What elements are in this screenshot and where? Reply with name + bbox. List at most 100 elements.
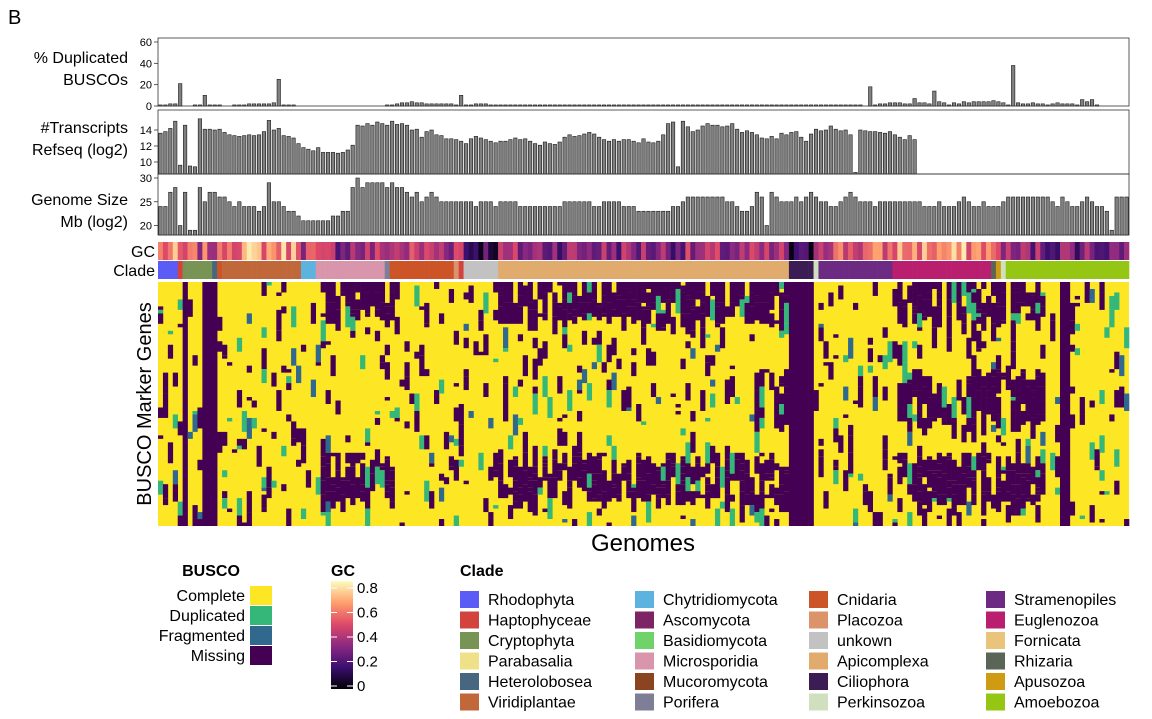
heatmap-run — [749, 477, 755, 492]
heatmap-run — [374, 292, 381, 310]
heatmap-run — [631, 487, 637, 492]
heatmap-run — [986, 372, 992, 391]
clade-swatch — [809, 611, 828, 629]
heatmap-run — [1005, 456, 1012, 471]
gc-cell — [340, 242, 346, 260]
bar — [188, 165, 193, 175]
gc-cell — [1050, 242, 1056, 260]
heatmap-run — [769, 477, 775, 481]
heatmap-run — [1000, 421, 1007, 436]
clade-cell — [660, 261, 666, 279]
heatmap-run — [438, 473, 445, 481]
clade-label: Ascomycota — [663, 613, 750, 630]
clade-legend: CladeRhodophytaHaptophyceaeCryptophytaPa… — [460, 563, 1116, 712]
heatmap-run — [330, 452, 336, 457]
heatmap-run — [286, 369, 292, 373]
heatmap-run — [355, 282, 361, 286]
colorbar-label: 0.4 — [357, 629, 378, 646]
gc-cell — [744, 242, 750, 260]
heatmap-run — [779, 404, 785, 415]
heatmap-run — [463, 369, 469, 377]
heatmap-run — [340, 480, 346, 495]
heatmap-run — [1030, 466, 1036, 485]
heatmap-run — [779, 330, 785, 338]
heatmap-run — [542, 466, 548, 478]
bar — [468, 201, 474, 236]
bar — [779, 132, 784, 175]
bar — [227, 134, 232, 175]
tick-label: 40 — [140, 58, 152, 70]
clade-cell — [710, 261, 716, 279]
heatmap-run — [320, 512, 326, 516]
bar — [528, 206, 533, 236]
heatmap-run — [764, 515, 770, 523]
clade-cell — [645, 261, 652, 279]
heatmap-run — [261, 282, 267, 296]
heatmap-run — [783, 285, 790, 296]
heatmap-run — [236, 445, 243, 450]
heatmap-run — [926, 292, 933, 300]
clade-cell — [739, 261, 745, 279]
heatmap-run — [705, 477, 711, 485]
heatmap-run — [946, 487, 952, 499]
heatmap-run — [621, 466, 627, 481]
heatmap-run — [498, 295, 504, 307]
bar — [399, 187, 405, 236]
heatmap-run — [897, 383, 903, 404]
heatmap-run — [527, 487, 533, 492]
heatmap-run — [917, 417, 923, 429]
heatmap-run — [1025, 480, 1031, 499]
bar — [749, 132, 754, 175]
heatmap-run — [685, 383, 691, 401]
bar — [922, 206, 927, 236]
bar — [759, 137, 764, 175]
heatmap-run — [616, 299, 622, 317]
heatmap-run — [537, 313, 543, 317]
bar — [1104, 210, 1109, 236]
heatmap-run — [848, 452, 854, 474]
heatmap-run — [355, 285, 361, 293]
clade-swatch — [986, 693, 1005, 711]
gc-cell — [917, 242, 923, 260]
heatmap-run — [744, 302, 750, 324]
heatmap-run — [286, 414, 292, 422]
heatmap-run — [453, 515, 459, 526]
bar — [395, 103, 400, 107]
heatmap-run — [596, 330, 602, 345]
heatmap-run — [1069, 344, 1076, 352]
bar — [301, 220, 306, 236]
heatmap-run — [714, 477, 721, 499]
bar — [567, 201, 572, 236]
heatmap-run — [251, 400, 257, 408]
clade-cell — [1045, 261, 1051, 279]
heatmap-run — [990, 282, 997, 296]
heatmap-run — [680, 484, 686, 506]
heatmap-run — [286, 376, 292, 384]
heatmap-run — [222, 431, 228, 446]
heatmap-run — [675, 282, 681, 289]
heatmap-run — [1030, 390, 1036, 398]
bar — [868, 131, 873, 175]
bar — [276, 201, 281, 236]
heatmap-run — [438, 383, 445, 394]
heatmap-run — [902, 400, 908, 422]
heatmap-run — [921, 386, 928, 404]
heatmap-run — [601, 362, 607, 373]
heatmap-run — [779, 309, 785, 331]
heatmap-run — [1020, 282, 1026, 303]
track-label: % Duplicated — [34, 50, 128, 67]
gc-cell — [483, 242, 489, 260]
bar — [602, 139, 607, 175]
clade-label: Haptophyceae — [488, 613, 591, 630]
heatmap-run — [591, 282, 597, 300]
heatmap-run — [300, 428, 307, 446]
heatmap-run — [897, 282, 903, 303]
heatmap-run — [1020, 477, 1026, 495]
clade-cell — [300, 261, 307, 279]
bar — [257, 103, 262, 107]
heatmap-run — [946, 459, 952, 481]
heatmap-run — [498, 292, 504, 296]
bar — [537, 144, 543, 175]
heatmap-run — [167, 442, 174, 464]
bar — [971, 206, 976, 236]
